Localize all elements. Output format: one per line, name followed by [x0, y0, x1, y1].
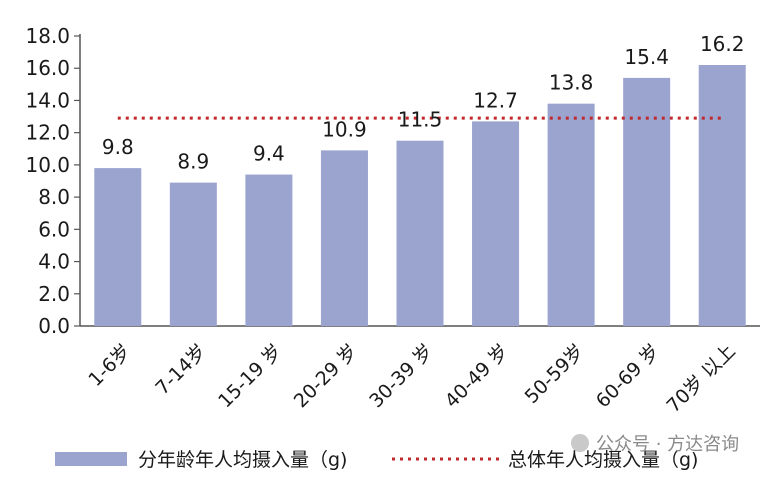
category-label: 1-6岁 — [84, 340, 135, 391]
y-tick-label: 16.0 — [25, 56, 70, 80]
bar — [623, 77, 671, 326]
legend-label-line: 总体年人均摄入量（g) — [508, 449, 698, 471]
category-label: 30-39 岁 — [365, 340, 437, 412]
y-tick-label: 4.0 — [38, 250, 70, 274]
data-label: 15.4 — [624, 45, 669, 69]
category-label: 60-69 岁 — [592, 340, 664, 412]
y-tick-label: 8.0 — [38, 185, 70, 209]
y-tick-label: 10.0 — [25, 153, 70, 177]
y-axis: 0.0 2.0 4.0 6.0 8.0 10.0 12.0 14.0 16.0 18.0 — [25, 24, 760, 338]
y-tick-label: 2.0 — [38, 282, 70, 306]
bar — [396, 140, 444, 326]
data-label: 9.8 — [102, 135, 134, 159]
data-label: 9.4 — [253, 142, 285, 166]
y-tick-label: 0.0 — [38, 314, 70, 338]
bar — [472, 121, 520, 326]
watermark: 公众号 · 方达咨询 — [571, 434, 739, 455]
category-label: 40-49 岁 — [441, 340, 513, 412]
bars-group — [94, 65, 746, 327]
y-tick-label: 18.0 — [25, 24, 70, 48]
data-label: 10.9 — [322, 117, 367, 141]
data-label: 8.9 — [177, 150, 209, 174]
data-label: 11.5 — [398, 108, 443, 132]
category-label: 50-59岁 — [521, 340, 589, 408]
data-label: 16.2 — [700, 32, 745, 56]
watermark-text: 公众号 · 方达咨询 — [596, 434, 739, 455]
wechat-icon — [571, 434, 589, 452]
bar — [94, 168, 142, 326]
bar — [169, 182, 217, 326]
y-tick-label: 12.0 — [25, 121, 70, 145]
data-label: 12.7 — [473, 88, 518, 112]
data-labels-group: 9.8 8.9 9.4 10.9 11.5 12.7 13.8 15.4 16.2 — [102, 32, 745, 174]
data-label: 13.8 — [549, 71, 594, 95]
bar — [698, 65, 746, 326]
y-tick-label: 6.0 — [38, 217, 70, 241]
category-label: 70岁 以上 — [663, 340, 740, 417]
y-tick-label: 14.0 — [25, 88, 70, 112]
bar — [547, 103, 595, 327]
legend-label-bar: 分年龄年人均摄入量（g) — [138, 449, 347, 471]
category-labels-group: 1-6岁 7-14岁 15-19 岁 20-29 岁 30-39 岁 40-49 岁 50-… — [84, 340, 739, 417]
bar — [245, 174, 293, 326]
legend: 分年龄年人均摄入量（g) 总体年人均摄入量（g) — [55, 449, 698, 471]
category-label: 7-14岁 — [151, 340, 210, 399]
legend-swatch-bar — [55, 452, 127, 466]
bar — [320, 150, 368, 326]
category-label: 20-29 岁 — [290, 340, 362, 412]
category-label: 15-19 岁 — [214, 340, 286, 412]
